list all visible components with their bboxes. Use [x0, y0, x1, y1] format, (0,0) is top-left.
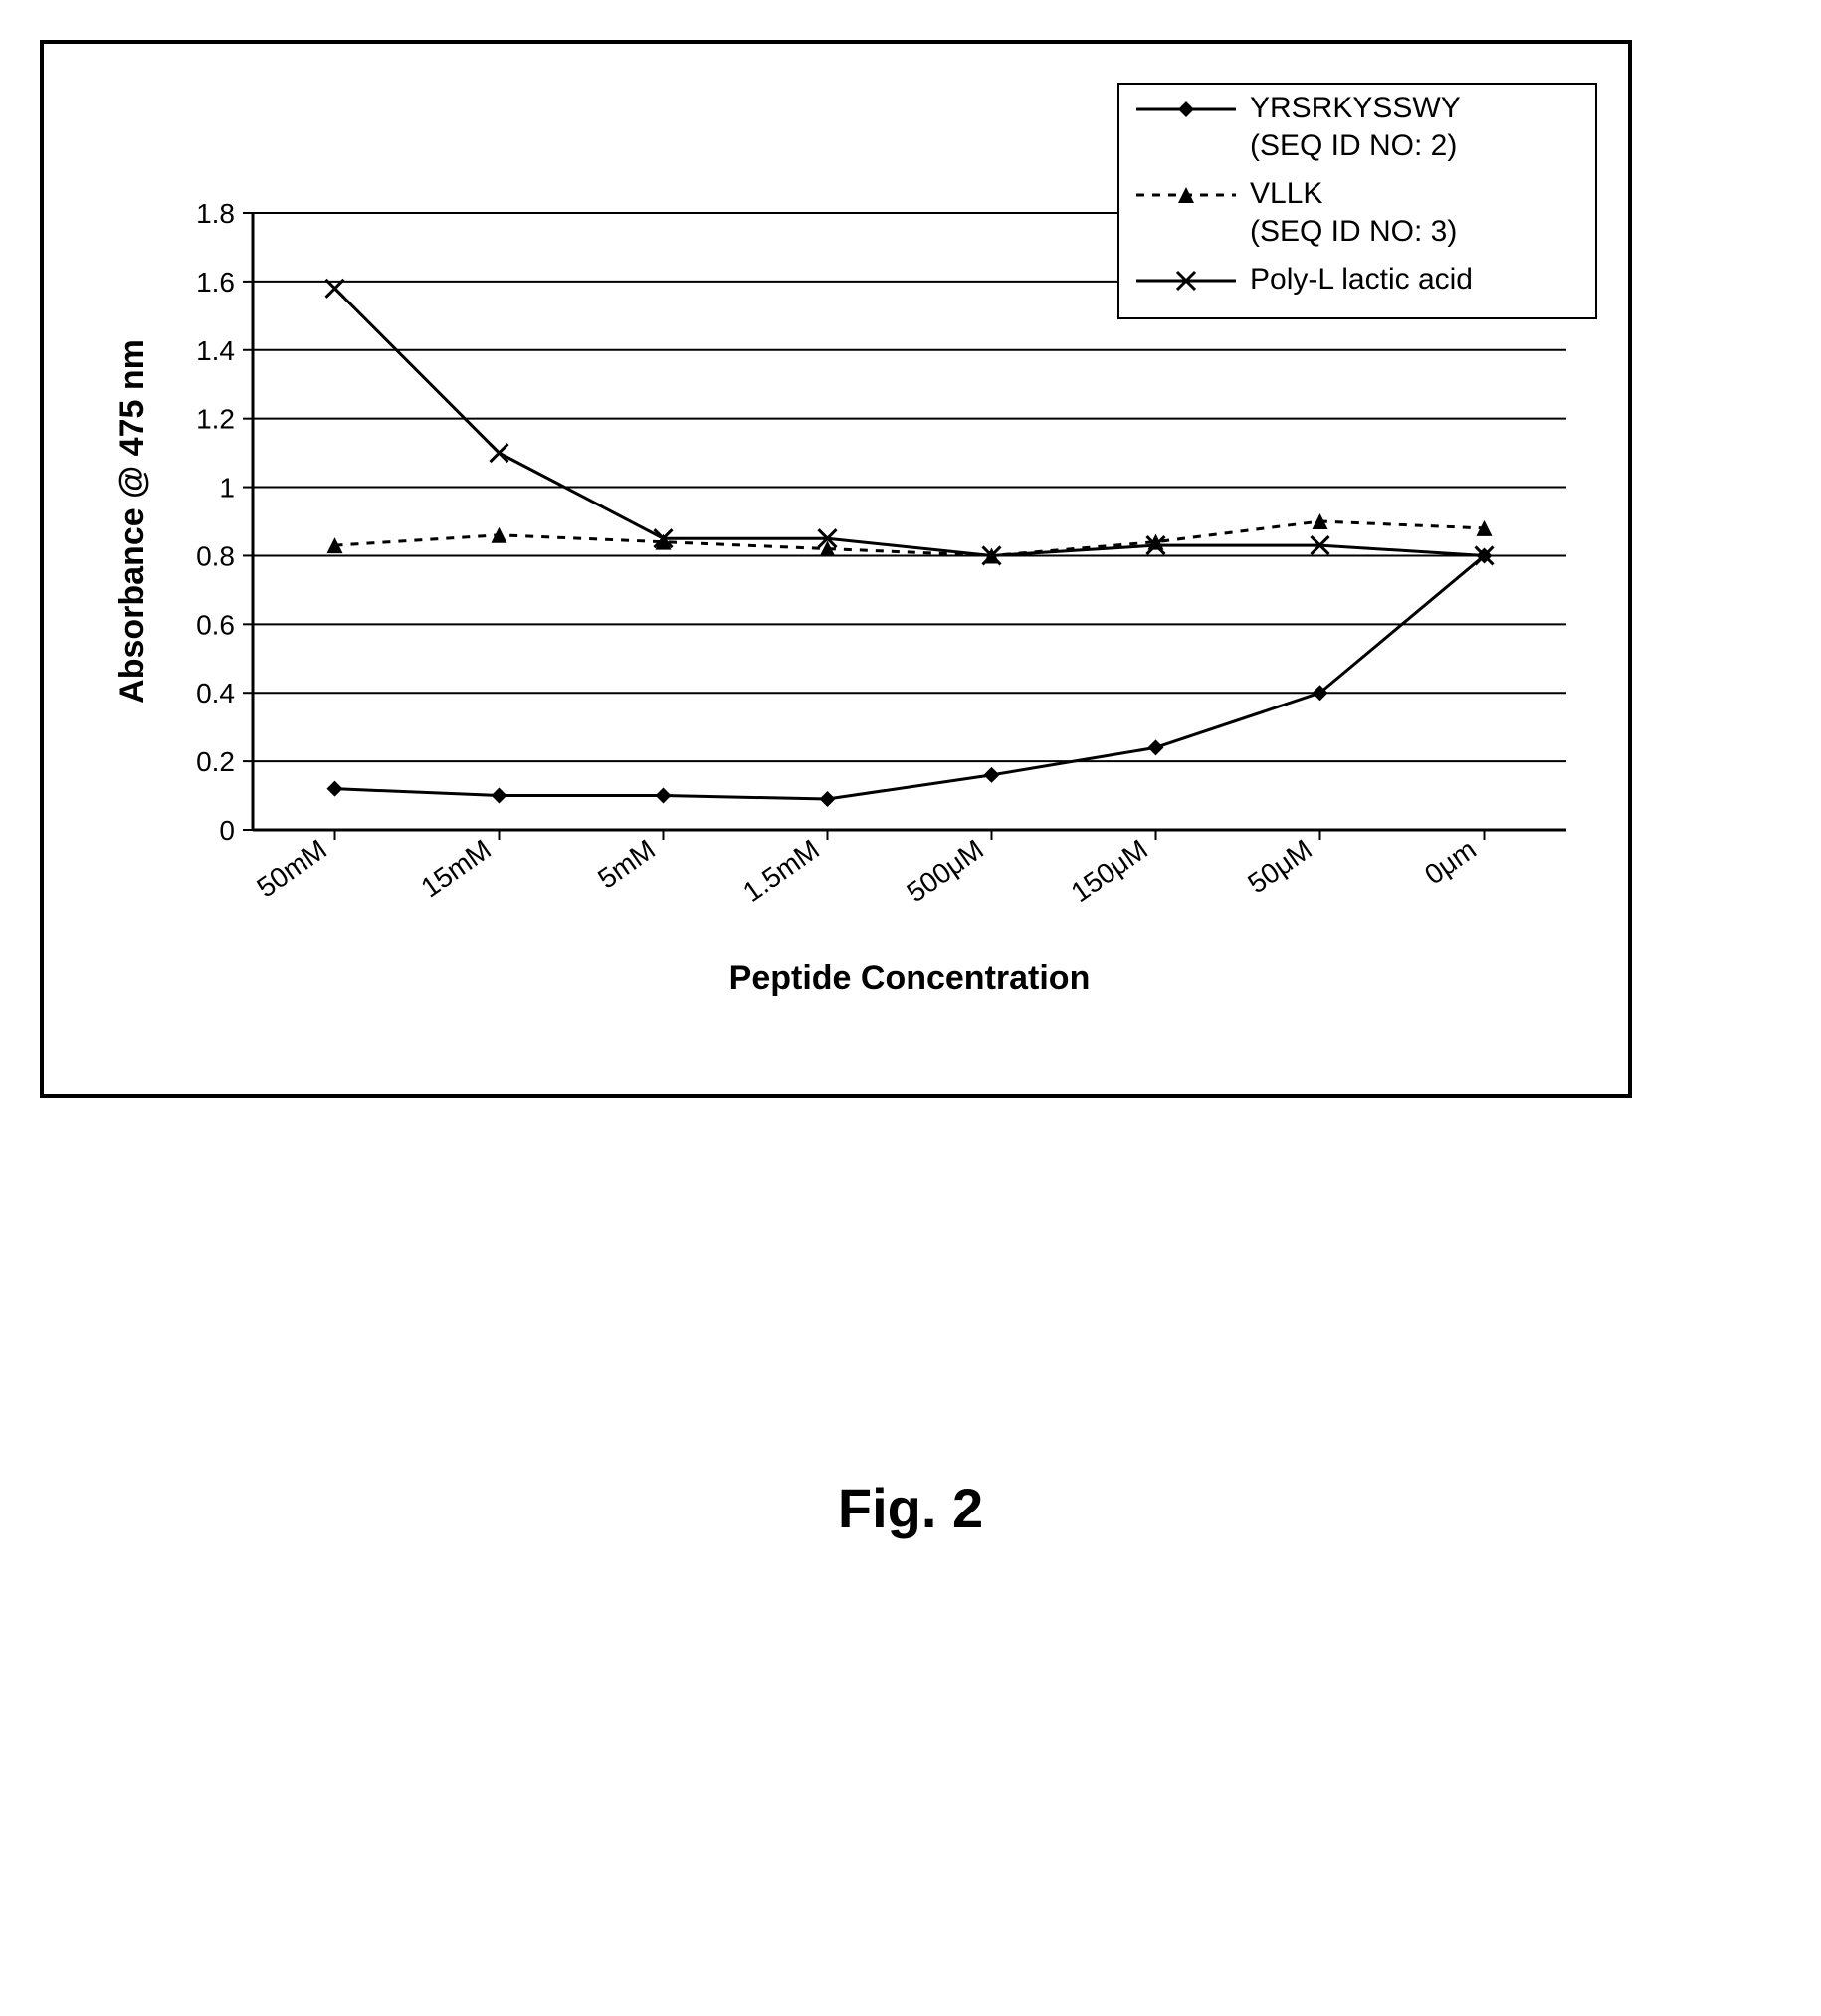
- y-tick-label: 0.4: [196, 678, 235, 708]
- x-tick-label: 0μm: [1419, 834, 1482, 891]
- x-tick-label: 5mM: [592, 834, 661, 895]
- line-chart: 0 0.2 0.4 0.6 0.8 1 1.2 1.4 1.6 1.8 50mM 15mM 5mM 1.5…: [84, 74, 1606, 1049]
- x-tick-label: 1.5mM: [737, 834, 825, 907]
- x-axis-label: Peptide Concentration: [729, 959, 1091, 997]
- legend-label: VLLK: [1250, 177, 1322, 210]
- x-tick-label: 50μM: [1242, 834, 1317, 900]
- y-tick-label: 0.6: [196, 609, 235, 640]
- legend-label: (SEQ ID NO: 3): [1250, 215, 1457, 248]
- x-tick-label: 500μM: [902, 834, 989, 908]
- x-tick-label: 150μM: [1066, 834, 1153, 908]
- y-tick-label: 1.8: [196, 198, 235, 229]
- y-tick-label: 1.2: [196, 404, 235, 435]
- figure-caption: Fig. 2: [40, 1476, 1781, 1540]
- x-tick-label: 50mM: [251, 834, 332, 904]
- chart-frame: 0 0.2 0.4 0.6 0.8 1 1.2 1.4 1.6 1.8 50mM 15mM 5mM 1.5…: [40, 40, 1632, 1098]
- legend-label: (SEQ ID NO: 2): [1250, 129, 1457, 162]
- y-tick-label: 0.8: [196, 540, 235, 571]
- y-tick-label: 1.6: [196, 267, 235, 298]
- legend-label: Poly-L lactic acid: [1250, 263, 1473, 296]
- y-tick-label: 0: [219, 815, 235, 846]
- x-tick-label: 15mM: [415, 834, 497, 904]
- y-axis-label: Absorbance @ 475 nm: [113, 339, 151, 704]
- y-tick-label: 1: [219, 473, 235, 504]
- chart-container: 0 0.2 0.4 0.6 0.8 1 1.2 1.4 1.6 1.8 50mM 15mM 5mM 1.5…: [84, 74, 1598, 1054]
- legend-label: YRSRKYSSWY: [1250, 92, 1461, 124]
- y-tick-label: 1.4: [196, 335, 235, 366]
- legend: YRSRKYSSWY (SEQ ID NO: 2) VLLK (SEQ ID NO: …: [1118, 84, 1596, 318]
- y-tick-label: 0.2: [196, 746, 235, 777]
